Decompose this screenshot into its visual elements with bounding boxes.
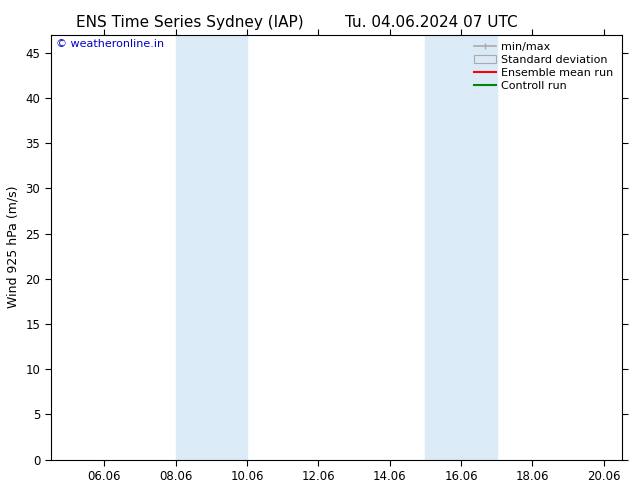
Y-axis label: Wind 925 hPa (m/s): Wind 925 hPa (m/s) xyxy=(7,186,20,308)
Text: Tu. 04.06.2024 07 UTC: Tu. 04.06.2024 07 UTC xyxy=(345,15,517,30)
Bar xyxy=(425,35,496,460)
Text: ENS Time Series Sydney (IAP): ENS Time Series Sydney (IAP) xyxy=(76,15,304,30)
Legend: min/max, Standard deviation, Ensemble mean run, Controll run: min/max, Standard deviation, Ensemble me… xyxy=(472,40,616,93)
Bar xyxy=(176,35,247,460)
Text: © weatheronline.in: © weatheronline.in xyxy=(56,39,165,49)
